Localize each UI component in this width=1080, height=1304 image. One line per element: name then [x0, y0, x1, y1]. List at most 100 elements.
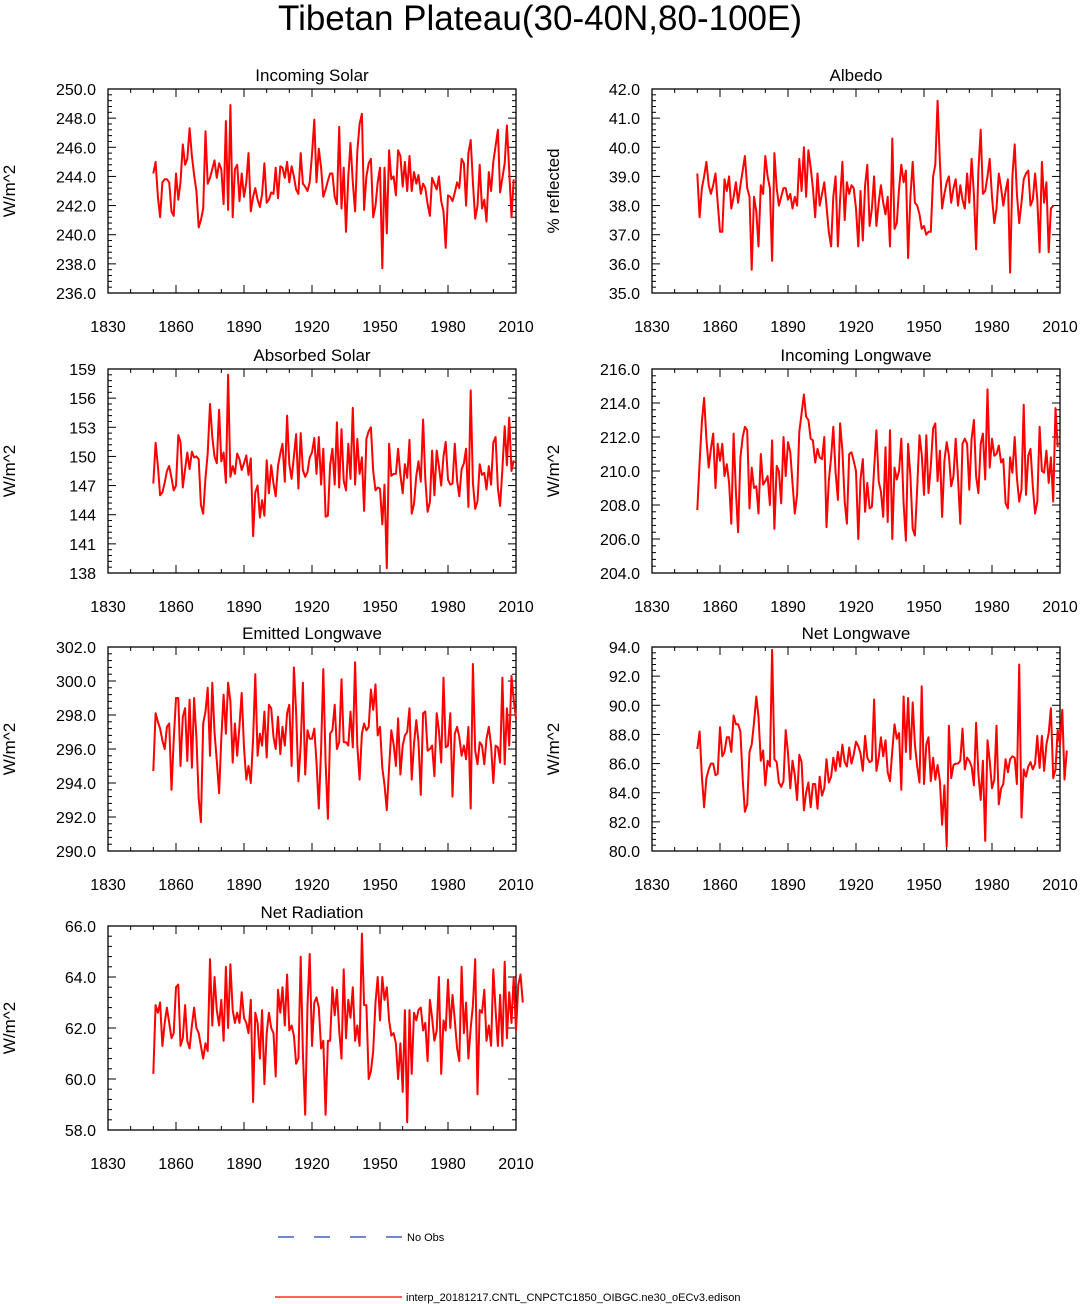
- x-tick-label: 2010: [1042, 877, 1078, 894]
- y-tick-label: 36.0: [609, 257, 640, 274]
- chart-panel-2: Albedo % reflected 1830 1860 1890 1920 1950 198…: [544, 66, 1078, 336]
- y-axis-label: % reflected: [544, 148, 563, 233]
- y-tick-label: 298.0: [56, 708, 96, 725]
- y-axis-label: W/m^2: [544, 445, 563, 497]
- chart-panel-3: Absorbed Solar W/m^2 1830 1860 1890 1920 1950 1…: [0, 346, 534, 616]
- y-tick-label: 292.0: [56, 810, 96, 827]
- x-tick-label: 1980: [974, 877, 1010, 894]
- y-tick-label: 147: [69, 479, 96, 496]
- y-tick-label: 37.0: [609, 228, 640, 245]
- x-tick-label: 1980: [430, 319, 466, 336]
- x-tick-label: 1860: [702, 599, 738, 616]
- y-axis-label: W/m^2: [0, 445, 19, 497]
- x-tick-label: 1920: [294, 877, 330, 894]
- chart-title: Albedo: [830, 66, 883, 85]
- series-line-1: [696, 99, 1054, 274]
- y-tick-label: 66.0: [65, 919, 96, 936]
- plot-frame: [651, 646, 1061, 852]
- series-line-1: [152, 661, 517, 824]
- y-tick-label: 38.0: [609, 199, 640, 216]
- x-tick-label: 1830: [90, 599, 126, 616]
- panel-group: Incoming Solar W/m^2 1830 1860 1890 1920 1950 1…: [0, 66, 1078, 1173]
- x-tick-label: 1860: [158, 319, 194, 336]
- x-tick-label: 1890: [226, 319, 262, 336]
- x-tick-label: 1950: [906, 599, 942, 616]
- chart-title: Net Longwave: [802, 624, 911, 643]
- x-tick-label: 1890: [226, 1156, 262, 1173]
- y-tick-label: 236.0: [56, 286, 96, 303]
- y-tick-label: 214.0: [600, 396, 640, 413]
- y-tick-label: 216.0: [600, 362, 640, 379]
- legend-label-model: interp_20181217.CNTL_CNPCTC1850_OIBGC.ne…: [406, 1292, 740, 1304]
- series-line-1: [696, 388, 1059, 542]
- series-line-1: [152, 373, 515, 570]
- chart-panel-1: Incoming Solar W/m^2 1830 1860 1890 1920 1950 1…: [0, 66, 534, 336]
- y-tick-label: 92.0: [609, 669, 640, 686]
- y-tick-label: 60.0: [65, 1072, 96, 1089]
- y-tick-label: 300.0: [56, 674, 96, 691]
- y-tick-label: 86.0: [609, 757, 640, 774]
- y-tick-label: 94.0: [609, 640, 640, 657]
- y-tick-label: 238.0: [56, 257, 96, 274]
- y-tick-label: 150: [69, 449, 96, 466]
- legend-label-no-obs: No Obs: [407, 1232, 445, 1244]
- x-tick-label: 1830: [634, 877, 670, 894]
- x-tick-label: 1830: [634, 319, 670, 336]
- y-tick-label: 153: [69, 420, 96, 437]
- y-tick-label: 294.0: [56, 776, 96, 793]
- x-tick-label: 1890: [770, 319, 806, 336]
- y-tick-label: 64.0: [65, 970, 96, 987]
- y-axis-label: W/m^2: [0, 165, 19, 217]
- x-tick-label: 1920: [838, 319, 874, 336]
- y-tick-label: 208.0: [600, 498, 640, 515]
- chart-title: Emitted Longwave: [242, 624, 382, 643]
- y-tick-label: 248.0: [56, 111, 96, 128]
- y-tick-label: 212.0: [600, 430, 640, 447]
- x-tick-label: 1920: [838, 599, 874, 616]
- y-tick-label: 302.0: [56, 640, 96, 657]
- y-tick-label: 40.0: [609, 140, 640, 157]
- y-axis-label: W/m^2: [0, 723, 19, 775]
- x-tick-label: 1830: [90, 319, 126, 336]
- y-tick-label: 206.0: [600, 532, 640, 549]
- x-tick-label: 1890: [770, 877, 806, 894]
- x-tick-label: 2010: [498, 319, 534, 336]
- y-tick-label: 80.0: [609, 844, 640, 861]
- x-tick-label: 1890: [226, 599, 262, 616]
- chart-title: Incoming Solar: [255, 66, 369, 85]
- page-title: Tibetan Plateau(30-40N,80-100E): [278, 0, 802, 38]
- x-tick-label: 1950: [906, 877, 942, 894]
- x-tick-label: 1860: [702, 319, 738, 336]
- y-tick-label: 90.0: [609, 698, 640, 715]
- legend: No Obs interp_20181217.CNTL_CNPCTC1850_O…: [275, 1232, 740, 1304]
- chart-panel-4: Incoming Longwave W/m^2 1830 1860 1890 1920 19…: [544, 346, 1078, 616]
- y-tick-label: 244.0: [56, 169, 96, 186]
- x-tick-label: 1980: [974, 319, 1010, 336]
- x-tick-label: 1950: [906, 319, 942, 336]
- y-tick-label: 144: [69, 508, 96, 525]
- x-tick-label: 1980: [430, 1156, 466, 1173]
- x-tick-label: 1920: [294, 1156, 330, 1173]
- y-tick-label: 58.0: [65, 1123, 96, 1140]
- y-tick-label: 42.0: [609, 82, 640, 99]
- y-tick-label: 242.0: [56, 199, 96, 216]
- y-tick-label: 240.0: [56, 228, 96, 245]
- chart-panel-5: Emitted Longwave W/m^2 1830 1860 1890 1920 195…: [0, 624, 534, 894]
- y-tick-label: 159: [69, 362, 96, 379]
- y-tick-label: 204.0: [600, 566, 640, 583]
- chart-title: Absorbed Solar: [253, 346, 371, 365]
- y-tick-label: 84.0: [609, 786, 640, 803]
- x-tick-label: 1920: [294, 319, 330, 336]
- x-tick-label: 1860: [702, 877, 738, 894]
- y-tick-label: 250.0: [56, 82, 96, 99]
- x-tick-label: 1890: [226, 877, 262, 894]
- chart-panel-6: Net Longwave W/m^2 1830 1860 1890 1920 1950 198…: [544, 624, 1078, 894]
- x-tick-label: 1860: [158, 599, 194, 616]
- x-tick-label: 1860: [158, 1156, 194, 1173]
- y-tick-label: 141: [69, 537, 96, 554]
- y-axis-label: W/m^2: [544, 723, 563, 775]
- x-tick-label: 2010: [1042, 319, 1078, 336]
- x-tick-label: 1950: [362, 1156, 398, 1173]
- x-tick-label: 1920: [294, 599, 330, 616]
